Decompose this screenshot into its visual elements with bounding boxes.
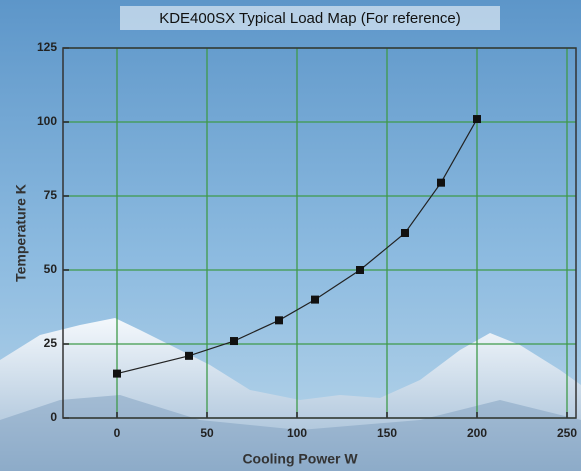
title-box: [120, 6, 500, 30]
point: [356, 266, 364, 274]
chart-title: KDE400SX Typical Load Map (For reference…: [159, 10, 461, 27]
x-tick-label: 200: [467, 426, 487, 440]
x-tick-label: 0: [114, 426, 121, 440]
y-tick-label: 50: [44, 262, 58, 276]
point: [113, 369, 121, 378]
x-tick-label: 250: [557, 426, 577, 440]
point: [230, 337, 238, 346]
x-tick-label: 50: [200, 426, 214, 440]
y-tick-label: 125: [37, 40, 57, 54]
y-tick-label: 25: [44, 336, 58, 350]
y-tick-label: 0: [50, 410, 57, 424]
point: [185, 351, 193, 360]
point: [275, 316, 283, 325]
point: [437, 178, 445, 187]
mountain-shadow: [0, 395, 581, 471]
plot-frame: [62, 47, 577, 419]
point: [401, 229, 409, 237]
point: [311, 295, 319, 304]
x-axis-label: Cooling Power W: [242, 451, 358, 467]
y-tick-label: 100: [37, 114, 57, 128]
x-tick-label: 150: [377, 426, 397, 440]
y-axis-label: Temperature K: [13, 184, 29, 282]
x-tick-label: 100: [287, 426, 307, 440]
point: [473, 115, 481, 124]
y-tick-label: 75: [44, 188, 58, 202]
